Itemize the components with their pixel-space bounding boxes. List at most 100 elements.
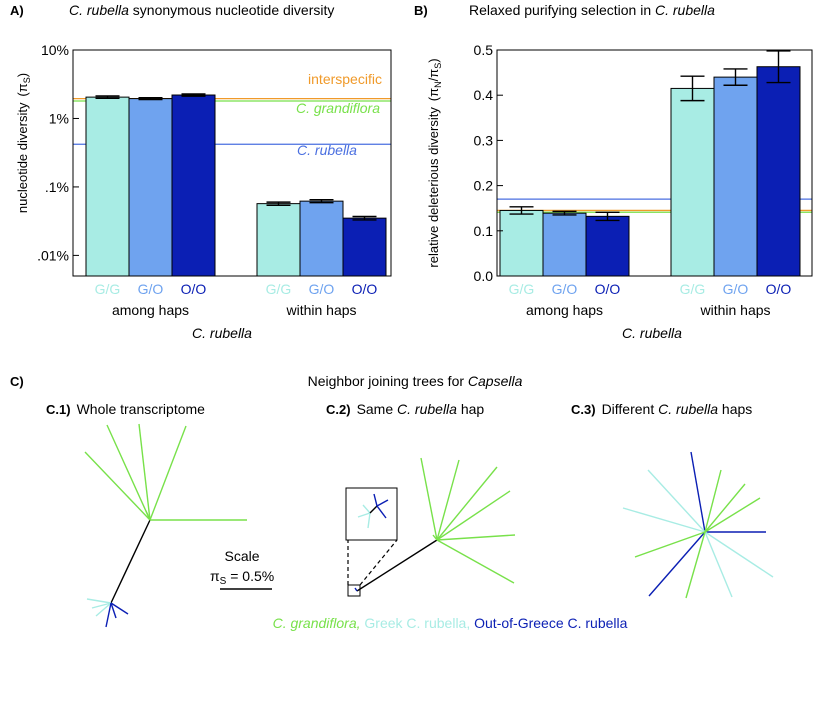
panel-b-plot-frame <box>496 49 813 277</box>
interspecific-label: interspecific <box>308 71 382 87</box>
tree2-branch <box>436 534 516 541</box>
bar <box>585 215 630 277</box>
legend-grandiflora: C. grandiflora, <box>273 615 361 631</box>
tree-1-title: C.1) Whole transcriptome <box>46 401 205 417</box>
tree-3-title: C.3) Different C. rubella haps <box>571 401 752 417</box>
tree1-branch <box>110 602 117 619</box>
tree1-branch <box>91 602 112 609</box>
tree3-branch <box>690 451 706 533</box>
y-tick-label: 0.2 <box>474 178 494 194</box>
group-label: among haps <box>112 302 189 318</box>
panel-a-label: A) <box>10 3 24 18</box>
x-tick-label: G/O <box>723 281 749 297</box>
y-tick-label: .01% <box>37 247 69 263</box>
scale-label: Scale <box>224 548 259 564</box>
tree3-branch <box>704 531 774 578</box>
scale-value: πS = 0.5% <box>210 568 274 587</box>
tree2-inset <box>345 487 398 541</box>
tree2-inset-branch <box>369 505 378 514</box>
x-tick-label: G/G <box>680 281 706 297</box>
bar <box>256 203 301 277</box>
panel-b-x-axis: G/G G/O O/O among haps G/G G/O O/O within haps <box>509 281 792 318</box>
tree2-backbone <box>356 539 438 592</box>
panel-a-bars <box>85 94 387 277</box>
bar <box>128 98 173 277</box>
tree3-branch <box>704 497 761 533</box>
x-tick-label: G/O <box>309 281 335 297</box>
tree2-branch <box>354 587 358 592</box>
x-tick-label: O/O <box>181 281 207 297</box>
bar <box>756 66 801 277</box>
panel-b: B) Relaxed purifying selection in C. rub… <box>414 2 813 341</box>
panel-a-xlabel: C. rubella <box>192 325 252 341</box>
tree3-branch <box>685 531 706 599</box>
group-label: within haps <box>285 302 356 318</box>
tree2-branch <box>436 490 511 541</box>
tree2-inset-branch <box>357 512 371 518</box>
tree1-branch <box>145 510 151 521</box>
rubella-label: C. rubella <box>297 142 357 158</box>
panel-b-y-axis: 0.0 0.1 0.2 0.3 0.4 0.5 <box>474 42 503 284</box>
tree3-branch <box>648 531 706 597</box>
tree1-branch <box>110 602 129 615</box>
tree1-backbone <box>110 519 151 604</box>
panel-a-ylabel: nucleotide diversity(πS) <box>15 73 32 213</box>
y-tick-label: 0.3 <box>474 132 494 148</box>
panel-b-ylabel: relative deleterious diversity(πN/πS) <box>426 58 443 267</box>
x-tick-label: O/O <box>766 281 792 297</box>
bar <box>299 200 344 277</box>
y-tick-label: .1% <box>45 179 69 195</box>
tree2-branch <box>436 459 460 541</box>
y-tick-label: 0.4 <box>474 87 494 103</box>
tree2-inset-branch <box>376 499 389 507</box>
tree-2-title: C.2) Same C. rubella hap <box>326 401 484 417</box>
tree3-branch <box>704 483 746 533</box>
x-tick-label: G/O <box>552 281 578 297</box>
panel-b-error-bars <box>509 50 791 222</box>
tree3-branch <box>622 507 706 533</box>
x-tick-label: G/G <box>509 281 535 297</box>
panel-b-xlabel: C. rubella <box>622 325 682 341</box>
tree1-branch <box>95 602 112 617</box>
tree3-branch <box>704 469 722 533</box>
tree-different-haps <box>622 451 774 599</box>
tree2-zoom-box <box>347 584 361 597</box>
tree2-branch <box>420 457 438 541</box>
tree3-branch <box>634 531 706 558</box>
bar <box>85 96 130 277</box>
panel-b-label: B) <box>414 3 428 18</box>
panel-b-title: Relaxed purifying selection in C. rubell… <box>469 2 715 18</box>
group-label: within haps <box>699 302 770 318</box>
bar <box>542 212 587 277</box>
group-label: among haps <box>526 302 603 318</box>
panel-c: C) Neighbor joining trees for Capsella C… <box>10 373 774 631</box>
tree2-branch <box>436 539 515 584</box>
tree2-inset-branch <box>362 504 371 514</box>
bar <box>670 87 715 277</box>
tree1-branch <box>138 423 151 521</box>
bar <box>499 209 544 277</box>
y-tick-label: 0.1 <box>474 223 494 239</box>
tree-legend: C. grandiflora, Greek C. rubella, Out-of… <box>273 615 628 631</box>
y-tick-label: 0.0 <box>474 268 494 284</box>
y-tick-label: 10% <box>41 42 69 58</box>
tree2-branch <box>432 534 438 541</box>
bar <box>171 94 216 277</box>
tree1-branch <box>105 602 112 628</box>
bar <box>342 217 387 277</box>
tree-whole-transcriptome <box>84 423 247 628</box>
panel-c-title: Neighbor joining trees for Capsella <box>308 373 523 389</box>
x-tick-label: G/G <box>95 281 121 297</box>
panel-a: A) C. rubella synonymous nucleotide dive… <box>10 2 392 341</box>
y-tick-label: 1% <box>49 110 69 126</box>
panel-a-y-axis: 10% 1% .1% .01% <box>37 42 79 263</box>
tree2-inset-branch <box>367 512 371 529</box>
panel-a-x-axis: G/G G/O O/O among haps G/G G/O O/O within haps <box>95 281 378 318</box>
legend-outgreece: Out-of-Greece C. rubella <box>470 615 627 631</box>
tree1-branch <box>86 598 112 604</box>
panel-c-label: C) <box>10 374 24 389</box>
tree-same-hap <box>345 457 516 597</box>
tree1-branch <box>84 451 151 521</box>
tree2-branch <box>436 466 498 541</box>
